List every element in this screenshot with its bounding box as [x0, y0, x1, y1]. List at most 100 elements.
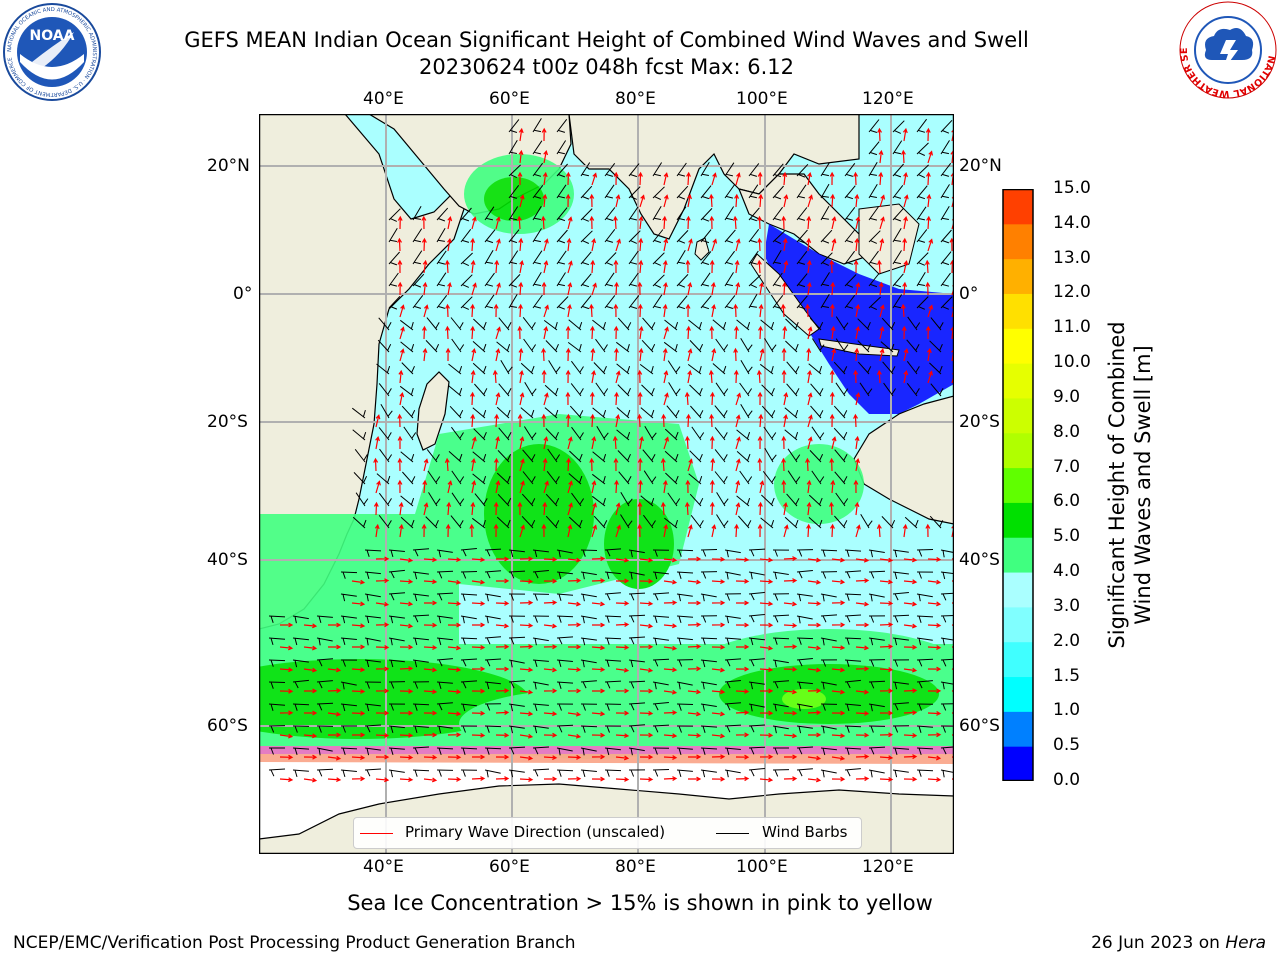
- wave-direction-arrow: [495, 600, 510, 606]
- wind-barb: [498, 317, 512, 331]
- wind-barb: [833, 405, 848, 419]
- wind-barb: [676, 769, 693, 778]
- wind-barb: [604, 184, 615, 199]
- wave-direction-arrow: [471, 622, 486, 628]
- wind-barb: [484, 681, 501, 690]
- wind-barb: [820, 725, 837, 734]
- wave-direction-arrow: [903, 171, 908, 186]
- wave-direction-arrow: [663, 733, 678, 739]
- wave-direction-arrow: [374, 523, 380, 538]
- footer-date: 26 Jun 2023 on Hera: [1091, 933, 1266, 953]
- wind-barb: [808, 494, 823, 507]
- wave-direction-arrow: [591, 732, 606, 738]
- wind-barb: [748, 681, 765, 690]
- wave-direction-arrow: [567, 754, 582, 760]
- wind-barb: [351, 407, 366, 419]
- wind-barb: [580, 230, 593, 244]
- lon-top-80: 80°E: [615, 89, 656, 109]
- wave-direction-arrows: [279, 127, 954, 783]
- wave-direction-arrow: [304, 710, 318, 716]
- wind-barb: [748, 768, 765, 777]
- wind-barb: [940, 746, 954, 755]
- wave-direction-arrow: [519, 711, 534, 717]
- wind-barb: [388, 637, 405, 646]
- wave-direction-arrow: [855, 325, 861, 340]
- wind-barb: [628, 272, 639, 287]
- wave-direction-arrow: [830, 325, 836, 340]
- wave-direction-arrow: [903, 754, 918, 760]
- wind-barb: [748, 724, 766, 733]
- wave-direction-arrow: [397, 237, 403, 252]
- wind-barb: [892, 184, 904, 199]
- wave-direction-arrow: [567, 260, 573, 274]
- wind-barb: [388, 615, 405, 624]
- wind-barb: [292, 703, 310, 711]
- wave-direction-arrow: [423, 600, 438, 606]
- wave-direction-arrow: [805, 303, 811, 318]
- wave-direction-arrow: [398, 501, 404, 516]
- wave-direction-arrow: [541, 281, 547, 296]
- wave-direction-arrow: [541, 369, 547, 384]
- wave-direction-arrow: [591, 480, 597, 494]
- wind-barb: [652, 162, 663, 177]
- colorbar-tick-label: 5.0: [1053, 526, 1081, 547]
- wind-barb: [604, 252, 617, 266]
- wave-direction-arrow: [711, 733, 726, 739]
- wave-direction-arrow: [590, 259, 596, 274]
- wave-direction-arrow: [710, 281, 716, 296]
- wind-barb: [640, 495, 655, 507]
- wave-direction-arrow: [783, 556, 798, 562]
- wave-direction-arrow: [543, 238, 549, 252]
- wind-barb: [748, 548, 766, 557]
- wind-barb: [714, 405, 728, 419]
- wind-barb: [556, 615, 574, 623]
- wave-direction-arrow: [637, 457, 643, 472]
- wind-barb: [760, 319, 775, 331]
- wave-direction-arrow: [541, 413, 547, 428]
- lon-top-40: 40°E: [363, 89, 404, 109]
- wave-direction-arrow: [735, 557, 750, 563]
- wind-barb: [676, 681, 693, 690]
- wind-barb: [714, 427, 728, 441]
- wind-barb: [892, 592, 909, 601]
- wave-direction-arrow: [373, 457, 379, 472]
- wind-barb: [652, 592, 670, 601]
- wind-barb: [820, 769, 837, 778]
- wind-barb: [700, 593, 717, 602]
- wind-barb: [676, 185, 689, 200]
- wave-direction-arrow: [543, 480, 549, 494]
- lon-bottom-40: 40°E: [363, 857, 404, 877]
- wave-direction-arrow: [855, 601, 870, 607]
- wave-direction-arrow: [423, 667, 438, 673]
- wind-barb: [556, 296, 569, 310]
- wind-barb: [740, 404, 753, 419]
- wind-barb: [484, 548, 502, 557]
- wind-barb: [796, 207, 808, 221]
- colorbar-segment: [1003, 328, 1033, 364]
- wind-barb: [641, 339, 656, 353]
- wave-direction-arrow: [375, 556, 390, 562]
- wave-direction-arrow: [759, 777, 774, 783]
- wave-direction-arrow: [613, 171, 619, 186]
- wave-direction-arrow: [733, 369, 739, 384]
- wind-barb: [892, 725, 910, 733]
- wave-direction-arrow: [639, 754, 654, 760]
- wave-direction-arrow: [495, 392, 501, 406]
- lat-left-20s: 20°S: [207, 412, 248, 432]
- wave-direction-arrow: [806, 259, 812, 274]
- wind-barb: [412, 614, 430, 623]
- wave-direction-arrow: [351, 623, 366, 629]
- wave-direction-arrow: [447, 281, 452, 296]
- wave-direction-arrow: [615, 413, 621, 428]
- wave-direction-arrow: [879, 644, 894, 650]
- wind-barb: [352, 429, 367, 441]
- wind-barb: [484, 249, 494, 265]
- wave-direction-arrow: [495, 754, 510, 760]
- colorbar-tick-label: 1.5: [1053, 665, 1081, 686]
- wave-direction-arrow: [829, 369, 835, 384]
- wave-direction-arrow: [495, 348, 501, 362]
- wind-barb: [772, 769, 790, 777]
- wind-barb: [916, 549, 934, 557]
- wind-barb: [868, 250, 879, 265]
- wave-direction-arrow: [469, 523, 475, 538]
